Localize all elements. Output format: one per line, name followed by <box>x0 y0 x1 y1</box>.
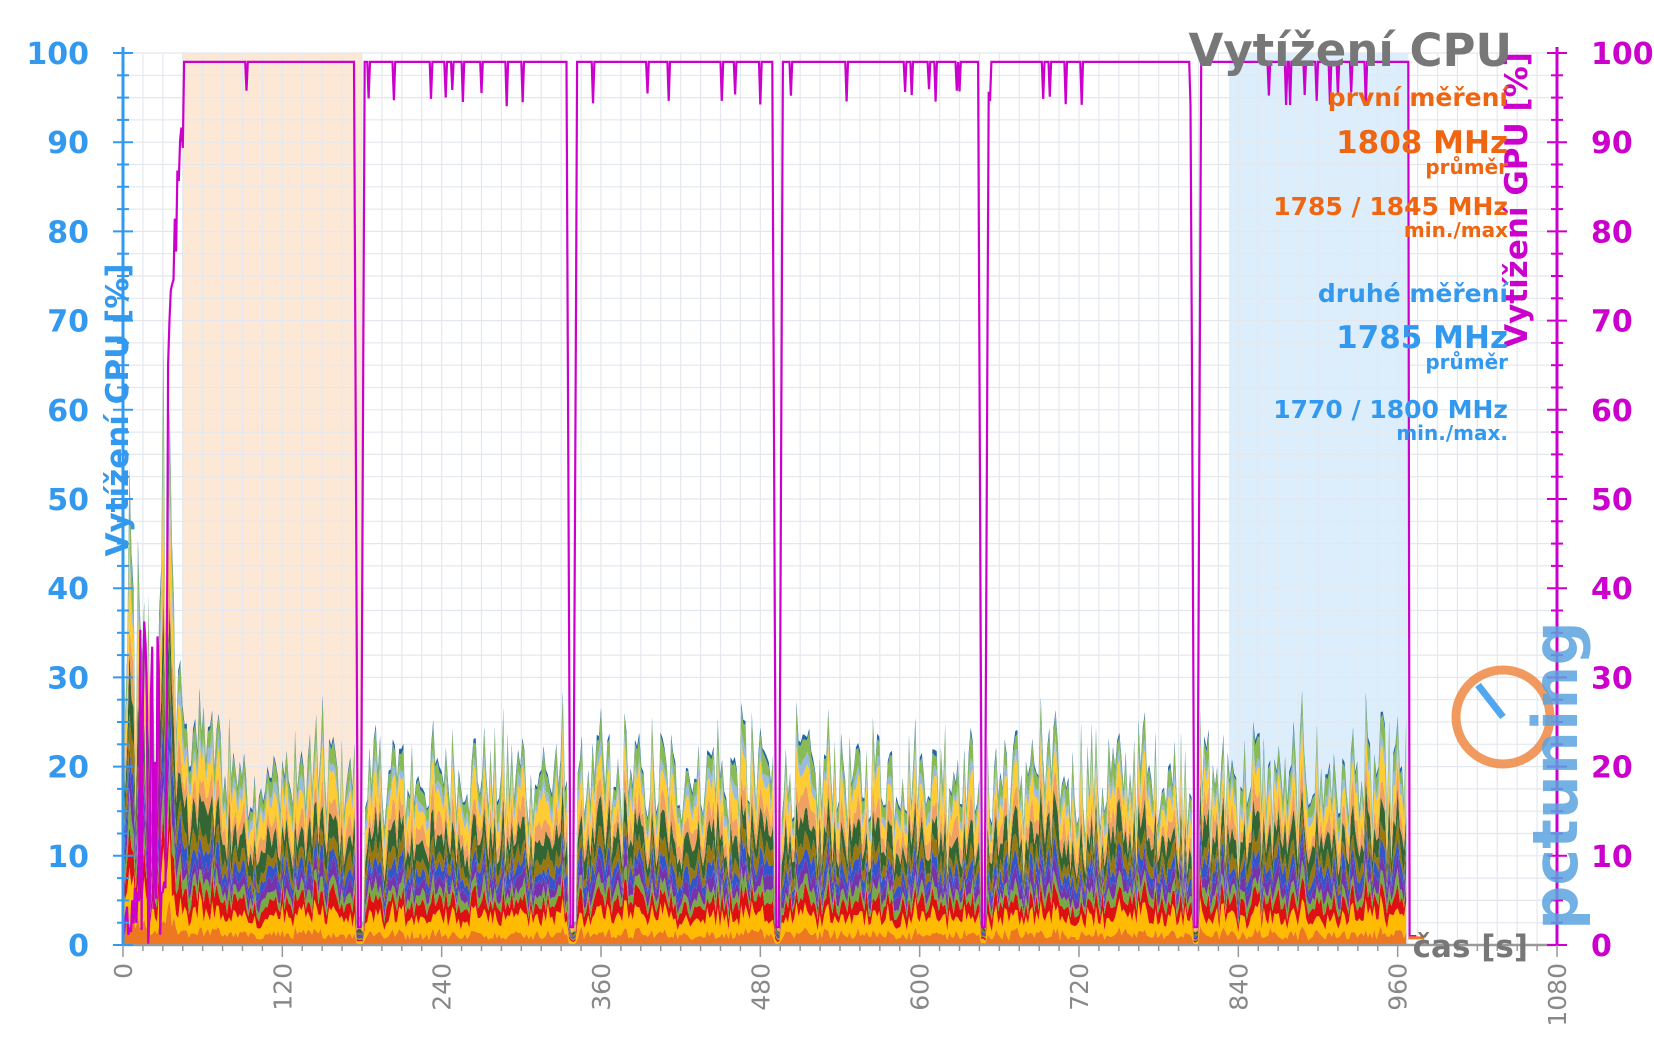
y-ticks-right: 0 10 20 30 40 50 60 70 80 90 100 <box>1591 37 1654 964</box>
y-tick-left-0: 0 <box>68 929 89 964</box>
x-tick-120: 120 <box>268 963 297 1011</box>
cpu-stack-area <box>123 331 1407 945</box>
y-tick-right-30: 30 <box>1591 661 1633 696</box>
x-tick-960: 960 <box>1384 963 1413 1011</box>
y-ticks-left: 0 10 20 30 40 50 60 70 80 90 100 <box>26 37 89 964</box>
first-measure-avg: 1808 MHz <box>1336 125 1508 161</box>
y-tick-right-70: 70 <box>1591 305 1633 340</box>
y-tick-left-10: 10 <box>47 840 89 875</box>
y-axis-label-left: Vytížení CPU [%] <box>100 263 136 556</box>
y-tick-right-50: 50 <box>1591 483 1633 518</box>
y-tick-right-0: 0 <box>1591 929 1612 964</box>
cpu-layer-2 <box>123 829 1407 944</box>
y-tick-left-80: 80 <box>47 215 89 250</box>
x-tick-240: 240 <box>428 963 457 1011</box>
axes <box>113 47 1567 957</box>
x-tick-480: 480 <box>746 963 775 1011</box>
x-tick-600: 600 <box>906 963 935 1011</box>
first-measure-minmax: 1785 / 1845 MHz <box>1273 192 1508 221</box>
cpu-layer-5 <box>123 725 1407 940</box>
cpu-layer-4 <box>123 749 1407 942</box>
y-tick-left-60: 60 <box>47 394 89 429</box>
y-tick-right-60: 60 <box>1591 394 1633 429</box>
cpu-layer-6 <box>123 675 1407 939</box>
cpu-layer-9 <box>123 542 1407 934</box>
cpu-layer-8 <box>123 593 1407 935</box>
y-tick-right-80: 80 <box>1591 215 1633 250</box>
x-tick-720: 720 <box>1065 963 1094 1011</box>
y-tick-right-90: 90 <box>1591 126 1633 161</box>
x-tick-0: 0 <box>109 963 138 979</box>
logo-text: pctuning <box>1519 621 1592 930</box>
x-tick-1080: 1080 <box>1543 963 1572 1027</box>
x-ticks: 0 120 240 360 480 600 720 840 960 1080 <box>109 963 1572 1027</box>
y-axis-label-right: Vytížení GPU [%] <box>1499 52 1535 348</box>
x-axis-label: čas [s] <box>1413 929 1528 965</box>
cpu-layer-7 <box>123 640 1407 937</box>
y-tick-right-10: 10 <box>1591 840 1633 875</box>
y-tick-left-90: 90 <box>47 126 89 161</box>
y-tick-left-30: 30 <box>47 661 89 696</box>
y-tick-left-40: 40 <box>47 572 89 607</box>
second-measure-avg-sub: průměr <box>1425 350 1508 374</box>
y-tick-left-100: 100 <box>26 37 89 72</box>
first-measure-minmax-sub: min./max <box>1404 218 1508 242</box>
first-measure-avg-sub: průměr <box>1425 155 1508 179</box>
y-tick-left-50: 50 <box>47 483 89 518</box>
y-tick-left-70: 70 <box>47 305 89 340</box>
logo-needle-icon <box>1475 682 1506 720</box>
gpu-line <box>121 60 1425 944</box>
logo-gauge-icon <box>1451 665 1555 769</box>
x-tick-360: 360 <box>587 963 616 1011</box>
gpu-usage-line <box>121 60 1417 944</box>
y-tick-right-40: 40 <box>1591 572 1633 607</box>
first-measure-label: první měření <box>1328 83 1510 112</box>
pctuning-logo: pctuning <box>1451 621 1592 930</box>
cpu-layer-1 <box>123 899 1407 945</box>
cpu-layer-3 <box>123 792 1407 943</box>
x-tick-840: 840 <box>1224 963 1253 1011</box>
y-tick-right-100: 100 <box>1591 37 1654 72</box>
second-measure-minmax-sub: min./max. <box>1396 421 1508 445</box>
second-measure-label: druhé měření <box>1318 279 1510 308</box>
second-measure-minmax: 1770 / 1800 MHz <box>1273 395 1508 424</box>
second-measure-avg: 1785 MHz <box>1336 320 1508 356</box>
y-tick-left-20: 20 <box>47 751 89 786</box>
y-tick-right-20: 20 <box>1591 751 1633 786</box>
chart-title: Vytížení CPU <box>1189 24 1512 77</box>
